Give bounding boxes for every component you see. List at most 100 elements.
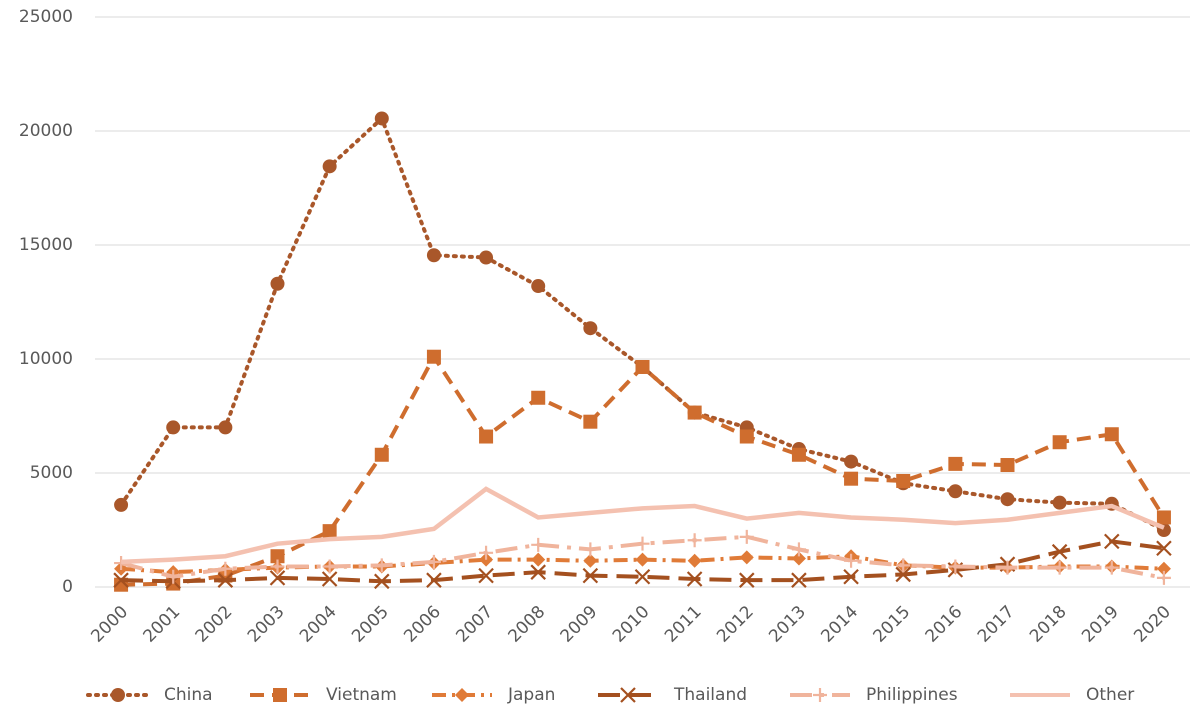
x-tick-label: 2020 (1130, 602, 1175, 647)
point (844, 553, 859, 568)
point (374, 573, 390, 590)
point (791, 542, 806, 557)
x-tick-label: 2005 (348, 602, 393, 647)
line (121, 539, 1165, 584)
point (1156, 570, 1171, 585)
point (1104, 560, 1119, 575)
point (166, 420, 181, 435)
line (120, 486, 1165, 565)
x-tick-label: 2016 (922, 602, 967, 647)
point (583, 414, 598, 429)
point (1052, 560, 1067, 575)
x-tick-label: 2014 (817, 602, 862, 647)
x-tick-label: 2018 (1026, 602, 1071, 647)
point (948, 456, 963, 471)
legend-label: China (164, 685, 213, 705)
point (322, 524, 337, 539)
series-5 (120, 486, 1165, 565)
x-tick-label: 2010 (609, 602, 654, 647)
series-4 (114, 529, 1171, 585)
point (426, 554, 441, 569)
point (739, 529, 754, 544)
point (374, 447, 389, 462)
point (218, 561, 233, 576)
y-tick-label: 10000 (19, 349, 73, 369)
point (635, 359, 650, 374)
point (218, 420, 233, 435)
point (687, 533, 702, 548)
y-tick-label: 20000 (19, 121, 73, 141)
point (686, 571, 703, 587)
point (896, 558, 911, 573)
x-tick-label: 2009 (557, 602, 602, 647)
point (948, 559, 963, 574)
point (634, 568, 651, 585)
point (478, 567, 494, 584)
legend-marker (620, 687, 636, 703)
x-tick-label: 2011 (661, 602, 706, 647)
point (1000, 492, 1015, 507)
point (582, 567, 599, 584)
point (1052, 435, 1067, 450)
point (531, 552, 546, 567)
point (269, 570, 286, 586)
legend-marker (273, 688, 287, 702)
x-tick-label: 2003 (244, 602, 289, 647)
point (426, 349, 441, 364)
legend-marker (455, 688, 469, 702)
x-tick-label: 2002 (192, 602, 237, 647)
point (114, 497, 129, 512)
point (687, 553, 702, 568)
point (1052, 495, 1067, 510)
point (321, 571, 338, 587)
x-tick-label: 2008 (505, 602, 550, 647)
point (1104, 427, 1119, 442)
point (270, 276, 285, 291)
point (739, 572, 755, 588)
x-tick-label: 2017 (974, 602, 1019, 647)
point (1156, 540, 1172, 557)
y-tick-label: 0 (62, 577, 73, 597)
x-tick-label: 2001 (140, 602, 185, 647)
point (583, 321, 598, 336)
y-tick-label: 5000 (30, 463, 73, 483)
point (270, 559, 285, 574)
point (531, 279, 546, 294)
point (426, 248, 441, 263)
point (479, 250, 494, 265)
y-tick-label: 25000 (19, 7, 73, 27)
point (791, 551, 806, 566)
point (217, 572, 234, 588)
point (896, 473, 911, 488)
point (791, 572, 807, 588)
legend-label: Other (1086, 685, 1134, 705)
point (739, 429, 754, 444)
point (687, 405, 702, 420)
point (1000, 560, 1015, 575)
legend-marker (813, 688, 827, 702)
point (531, 537, 546, 552)
point (531, 390, 546, 405)
x-tick-label: 2004 (296, 602, 341, 647)
point (948, 484, 963, 499)
point (635, 552, 650, 567)
point (322, 559, 337, 574)
point (583, 542, 598, 557)
point (374, 111, 389, 126)
legend-label: Philippines (866, 685, 958, 705)
point (479, 429, 494, 444)
legend-label: Thailand (673, 685, 747, 705)
x-tick-label: 2019 (1078, 602, 1123, 647)
legend-label: Japan (507, 685, 555, 705)
point (1156, 561, 1171, 576)
x-tick-label: 2007 (452, 602, 497, 647)
point (113, 572, 129, 588)
point (739, 550, 754, 565)
point (1104, 533, 1120, 550)
point (322, 159, 337, 174)
x-tick-label: 2000 (87, 602, 132, 647)
point (895, 566, 911, 583)
x-tick-label: 2015 (870, 602, 915, 647)
point (1000, 458, 1015, 473)
